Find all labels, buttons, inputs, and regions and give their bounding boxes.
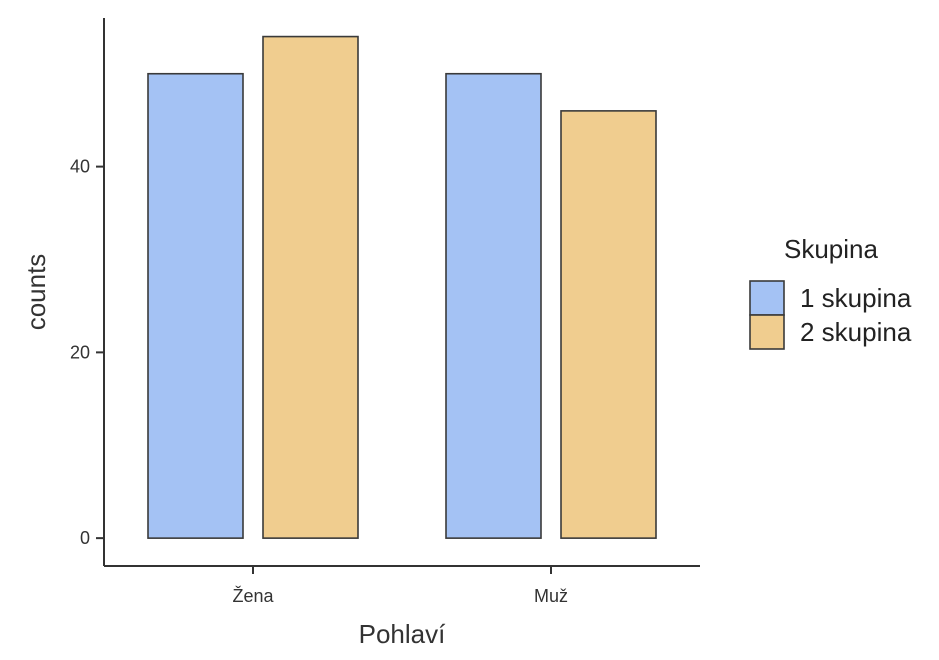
y-tick-label: 20: [70, 342, 90, 362]
x-axis-title: Pohlaví: [359, 619, 446, 649]
bar: [147, 72, 244, 539]
x-ticks: Žena Muž: [232, 566, 568, 606]
x-tick-label: Žena: [232, 586, 274, 606]
bar: [445, 72, 542, 539]
legend-key: [749, 280, 785, 316]
y-tick-label: 40: [70, 157, 90, 177]
y-axis-title: counts: [21, 254, 51, 331]
legend-key: [749, 314, 785, 350]
legend-label: 1 skupina: [800, 283, 912, 313]
y-tick-label: 0: [80, 528, 90, 548]
bar: [560, 110, 657, 539]
bar: [262, 35, 359, 539]
legend-items: 1 skupina 2 skupina: [749, 280, 912, 350]
x-tick-label: Muž: [534, 586, 568, 606]
legend-label: 2 skupina: [800, 317, 912, 347]
legend-title: Skupina: [784, 234, 878, 264]
legend: Skupina 1 skupina 2 skupina: [749, 234, 912, 350]
y-ticks: 0 20 40: [70, 157, 104, 548]
bars-layer: [147, 35, 657, 539]
